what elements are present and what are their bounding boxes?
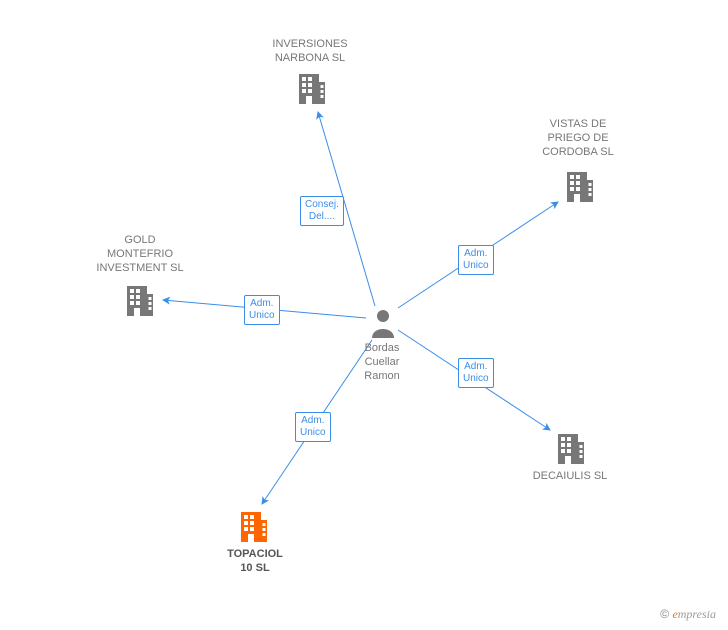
building-icon[interactable]	[297, 72, 327, 106]
node-label[interactable]: Bordas Cuellar Ramon	[352, 342, 412, 383]
copyright-symbol: ©	[660, 607, 669, 621]
edge-label: Adm. Unico	[244, 295, 280, 325]
building-icon[interactable]	[239, 510, 269, 544]
person-icon[interactable]	[370, 308, 396, 338]
node-label[interactable]: VISTAS DE PRIEGO DE CORDOBA SL	[528, 118, 628, 159]
diagram-canvas	[0, 0, 728, 630]
building-icon[interactable]	[556, 432, 586, 466]
brand-name: mpresia	[678, 607, 716, 621]
building-icon[interactable]	[565, 170, 595, 204]
node-label[interactable]: TOPACIOL 10 SL	[210, 548, 300, 576]
node-label[interactable]: DECAIULIS SL	[520, 470, 620, 484]
footer-attribution: © empresia	[660, 607, 716, 622]
edge-label: Adm. Unico	[295, 412, 331, 442]
node-label[interactable]: GOLD MONTEFRIO INVESTMENT SL	[80, 234, 200, 275]
building-icon[interactable]	[125, 284, 155, 318]
edge-label: Adm. Unico	[458, 245, 494, 275]
node-label[interactable]: INVERSIONES NARBONA SL	[250, 38, 370, 66]
edge-label: Consej. Del....	[300, 196, 344, 226]
edge-label: Adm. Unico	[458, 358, 494, 388]
